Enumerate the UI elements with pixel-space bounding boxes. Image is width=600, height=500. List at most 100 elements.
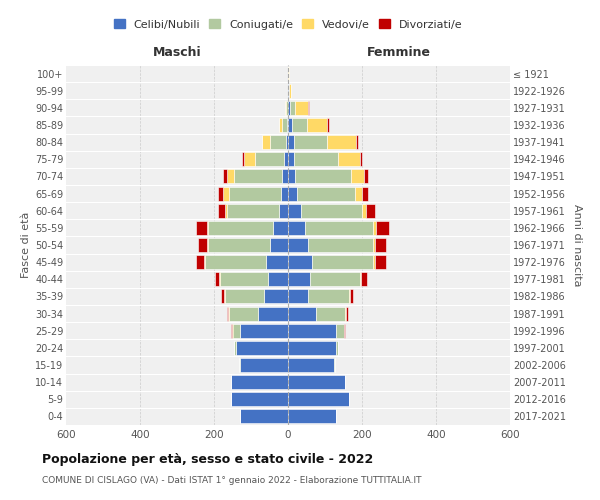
Bar: [205, 255, 266, 269]
Bar: [255, 152, 284, 166]
Bar: [288, 358, 334, 372]
Text: Femmine: Femmine: [367, 46, 431, 59]
Bar: [288, 186, 297, 200]
Bar: [350, 290, 353, 304]
Bar: [288, 290, 308, 304]
Bar: [269, 238, 288, 252]
Bar: [242, 152, 244, 166]
Bar: [310, 272, 360, 286]
Bar: [297, 186, 355, 200]
Bar: [289, 84, 292, 98]
Bar: [227, 306, 229, 320]
Bar: [227, 170, 235, 183]
Bar: [225, 204, 227, 218]
Bar: [375, 255, 386, 269]
Bar: [262, 135, 269, 149]
Bar: [235, 341, 236, 355]
Text: COMUNE DI CISLAGO (VA) - Dati ISTAT 1° gennaio 2022 - Elaborazione TUTTITALIA.IT: COMUNE DI CISLAGO (VA) - Dati ISTAT 1° g…: [42, 476, 421, 485]
Y-axis label: Anni di nascita: Anni di nascita: [572, 204, 583, 286]
Bar: [295, 101, 308, 115]
Bar: [312, 255, 373, 269]
Bar: [292, 118, 307, 132]
Bar: [361, 272, 367, 286]
Bar: [308, 101, 309, 115]
Bar: [351, 170, 364, 183]
Bar: [227, 204, 279, 218]
Bar: [206, 221, 208, 235]
Bar: [334, 358, 335, 372]
Bar: [316, 306, 346, 320]
Bar: [230, 392, 288, 406]
Bar: [362, 186, 368, 200]
Bar: [336, 324, 343, 338]
Bar: [288, 410, 336, 424]
Bar: [288, 118, 292, 132]
Bar: [220, 272, 268, 286]
Bar: [269, 135, 286, 149]
Bar: [338, 152, 360, 166]
Bar: [376, 221, 389, 235]
Bar: [218, 186, 223, 200]
Bar: [355, 186, 362, 200]
Bar: [362, 204, 366, 218]
Bar: [203, 255, 205, 269]
Bar: [293, 135, 327, 149]
Bar: [288, 324, 336, 338]
Bar: [288, 255, 312, 269]
Bar: [196, 255, 203, 269]
Bar: [364, 170, 368, 183]
Bar: [288, 375, 346, 389]
Bar: [286, 135, 288, 149]
Bar: [327, 135, 356, 149]
Bar: [259, 306, 288, 320]
Bar: [287, 118, 288, 132]
Bar: [198, 238, 208, 252]
Bar: [288, 238, 308, 252]
Bar: [356, 135, 358, 149]
Bar: [279, 204, 288, 218]
Bar: [295, 170, 351, 183]
Bar: [281, 186, 288, 200]
Bar: [366, 204, 375, 218]
Bar: [349, 290, 350, 304]
Bar: [307, 118, 327, 132]
Bar: [283, 170, 288, 183]
Bar: [235, 170, 283, 183]
Bar: [229, 306, 259, 320]
Bar: [240, 324, 288, 338]
Bar: [229, 186, 281, 200]
Bar: [288, 272, 310, 286]
Bar: [230, 375, 288, 389]
Bar: [288, 341, 336, 355]
Bar: [268, 272, 288, 286]
Bar: [288, 152, 293, 166]
Text: Maschi: Maschi: [152, 46, 202, 59]
Bar: [219, 272, 220, 286]
Bar: [288, 84, 289, 98]
Legend: Celibi/Nubili, Coniugati/e, Vedovi/e, Divorziati/e: Celibi/Nubili, Coniugati/e, Vedovi/e, Di…: [109, 15, 467, 34]
Bar: [305, 221, 373, 235]
Bar: [288, 170, 295, 183]
Bar: [288, 306, 316, 320]
Bar: [373, 255, 375, 269]
Bar: [208, 221, 273, 235]
Bar: [308, 290, 349, 304]
Bar: [373, 221, 376, 235]
Bar: [236, 341, 288, 355]
Bar: [218, 204, 225, 218]
Bar: [288, 135, 293, 149]
Bar: [264, 290, 288, 304]
Bar: [266, 255, 288, 269]
Bar: [279, 118, 282, 132]
Bar: [284, 152, 288, 166]
Bar: [239, 358, 240, 372]
Bar: [360, 152, 362, 166]
Bar: [232, 324, 240, 338]
Bar: [215, 272, 219, 286]
Bar: [373, 238, 375, 252]
Y-axis label: Fasce di età: Fasce di età: [20, 212, 31, 278]
Bar: [225, 290, 264, 304]
Bar: [288, 221, 305, 235]
Bar: [223, 170, 227, 183]
Bar: [288, 392, 349, 406]
